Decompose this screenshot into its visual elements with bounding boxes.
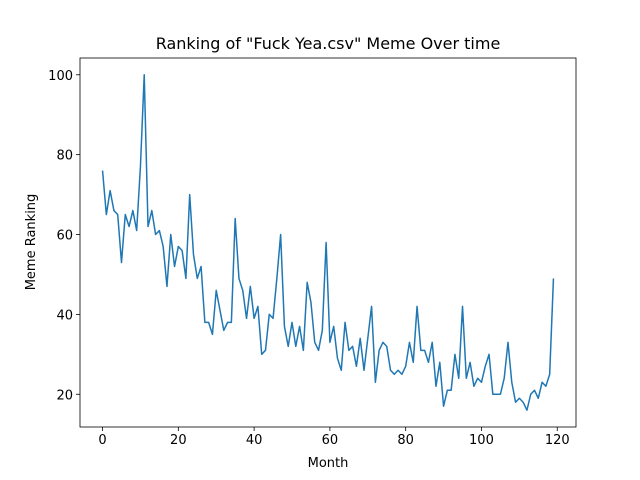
y-axis-label: Meme Ranking [24, 194, 39, 291]
data-line [101, 74, 555, 411]
x-tick-label: 120 [545, 433, 570, 448]
x-tick-label: 80 [397, 433, 414, 448]
plot-frame [79, 57, 577, 428]
y-tick-label: 40 [56, 308, 73, 323]
x-tick-label: 100 [469, 433, 494, 448]
y-tick-label: 80 [56, 149, 73, 164]
y-tick-label: 60 [56, 229, 73, 244]
y-tick-label: 100 [48, 69, 73, 84]
x-tick-label: 40 [246, 433, 263, 448]
chart-title: Ranking of "Fuck Yea.csv" Meme Over time [156, 34, 501, 53]
x-axis-label: Month [308, 456, 349, 471]
x-tick-label: 20 [170, 433, 187, 448]
x-tick-label: 60 [322, 433, 339, 448]
x-tick-label: 0 [98, 433, 106, 448]
y-tick-label: 20 [56, 388, 73, 403]
